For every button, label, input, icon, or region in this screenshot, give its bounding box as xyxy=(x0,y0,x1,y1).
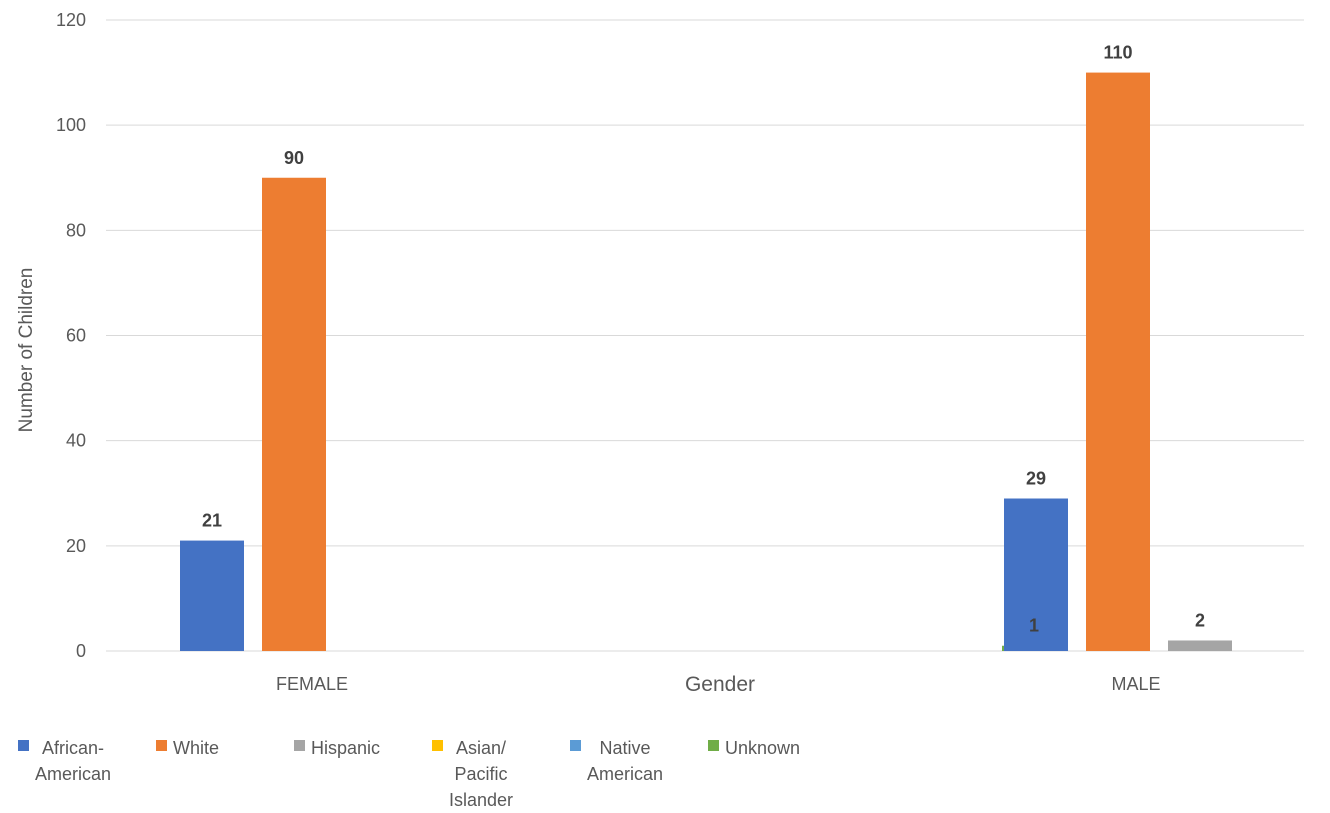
y-axis-label: Number of Children xyxy=(16,268,37,433)
y-tick-label-0: 0 xyxy=(76,641,86,661)
legend-label-african-american: African- American xyxy=(35,738,112,784)
legend-swatch-asian-pacific-islander xyxy=(432,740,443,751)
data-label-unknown-middle: 1 xyxy=(1029,616,1039,636)
bar-african-american-male xyxy=(1004,498,1068,651)
legend-swatch-native-american xyxy=(570,740,581,751)
legend: African- American White Hispanic Asian/ … xyxy=(18,735,884,813)
y-tick-label-120: 120 xyxy=(56,10,86,30)
bar-african-american-female xyxy=(180,540,244,651)
x-tick-label-female: FEMALE xyxy=(276,674,348,694)
y-tick-label-80: 80 xyxy=(66,220,86,240)
y-tick-label-60: 60 xyxy=(66,326,86,346)
bars xyxy=(180,72,1232,652)
legend-label-unknown: Unknown xyxy=(725,738,801,758)
legend-label-asian-pacific-islander: Asian/ Pacific Islander xyxy=(449,738,514,810)
legend-swatch-white xyxy=(156,740,167,751)
x-axis-label: Gender xyxy=(685,673,755,696)
data-label-african-american-male: 29 xyxy=(1026,469,1046,489)
legend-swatch-unknown xyxy=(708,740,719,751)
data-label-white-male: 110 xyxy=(1103,43,1132,63)
data-labels: 21 90 1 29 110 2 xyxy=(202,43,1205,636)
data-label-hispanic-male: 2 xyxy=(1195,610,1205,630)
legend-label-white: White xyxy=(173,738,220,758)
y-tick-label-20: 20 xyxy=(66,536,86,556)
legend-swatch-hispanic xyxy=(294,740,305,751)
legend-swatch-african-american xyxy=(18,740,29,751)
chart-canvas: 0 20 40 60 80 100 120 FEMALE MALE 21 90 1 29 110 2 Nu… xyxy=(16,10,1304,696)
legend-label-native-american: Native American xyxy=(587,738,664,784)
legend-label-hispanic: Hispanic xyxy=(311,738,381,758)
bar-white-female xyxy=(262,177,326,651)
y-tick-label-40: 40 xyxy=(66,431,86,451)
legend-item-unknown: Unknown xyxy=(708,735,858,761)
bar-hispanic-male xyxy=(1168,640,1232,651)
legend-item-white: White xyxy=(156,735,268,761)
x-tick-label-male: MALE xyxy=(1111,674,1160,694)
legend-item-african-american: African- American xyxy=(18,735,130,787)
legend-item-hispanic: Hispanic xyxy=(294,735,406,761)
data-label-african-american-female: 21 xyxy=(202,511,222,531)
data-label-white-female: 90 xyxy=(284,148,304,168)
y-tick-label-100: 100 xyxy=(56,115,86,135)
bar-white-male xyxy=(1086,72,1150,652)
legend-item-native-american: Native American xyxy=(570,735,682,787)
legend-item-asian-pacific-islander: Asian/ Pacific Islander xyxy=(432,735,544,813)
